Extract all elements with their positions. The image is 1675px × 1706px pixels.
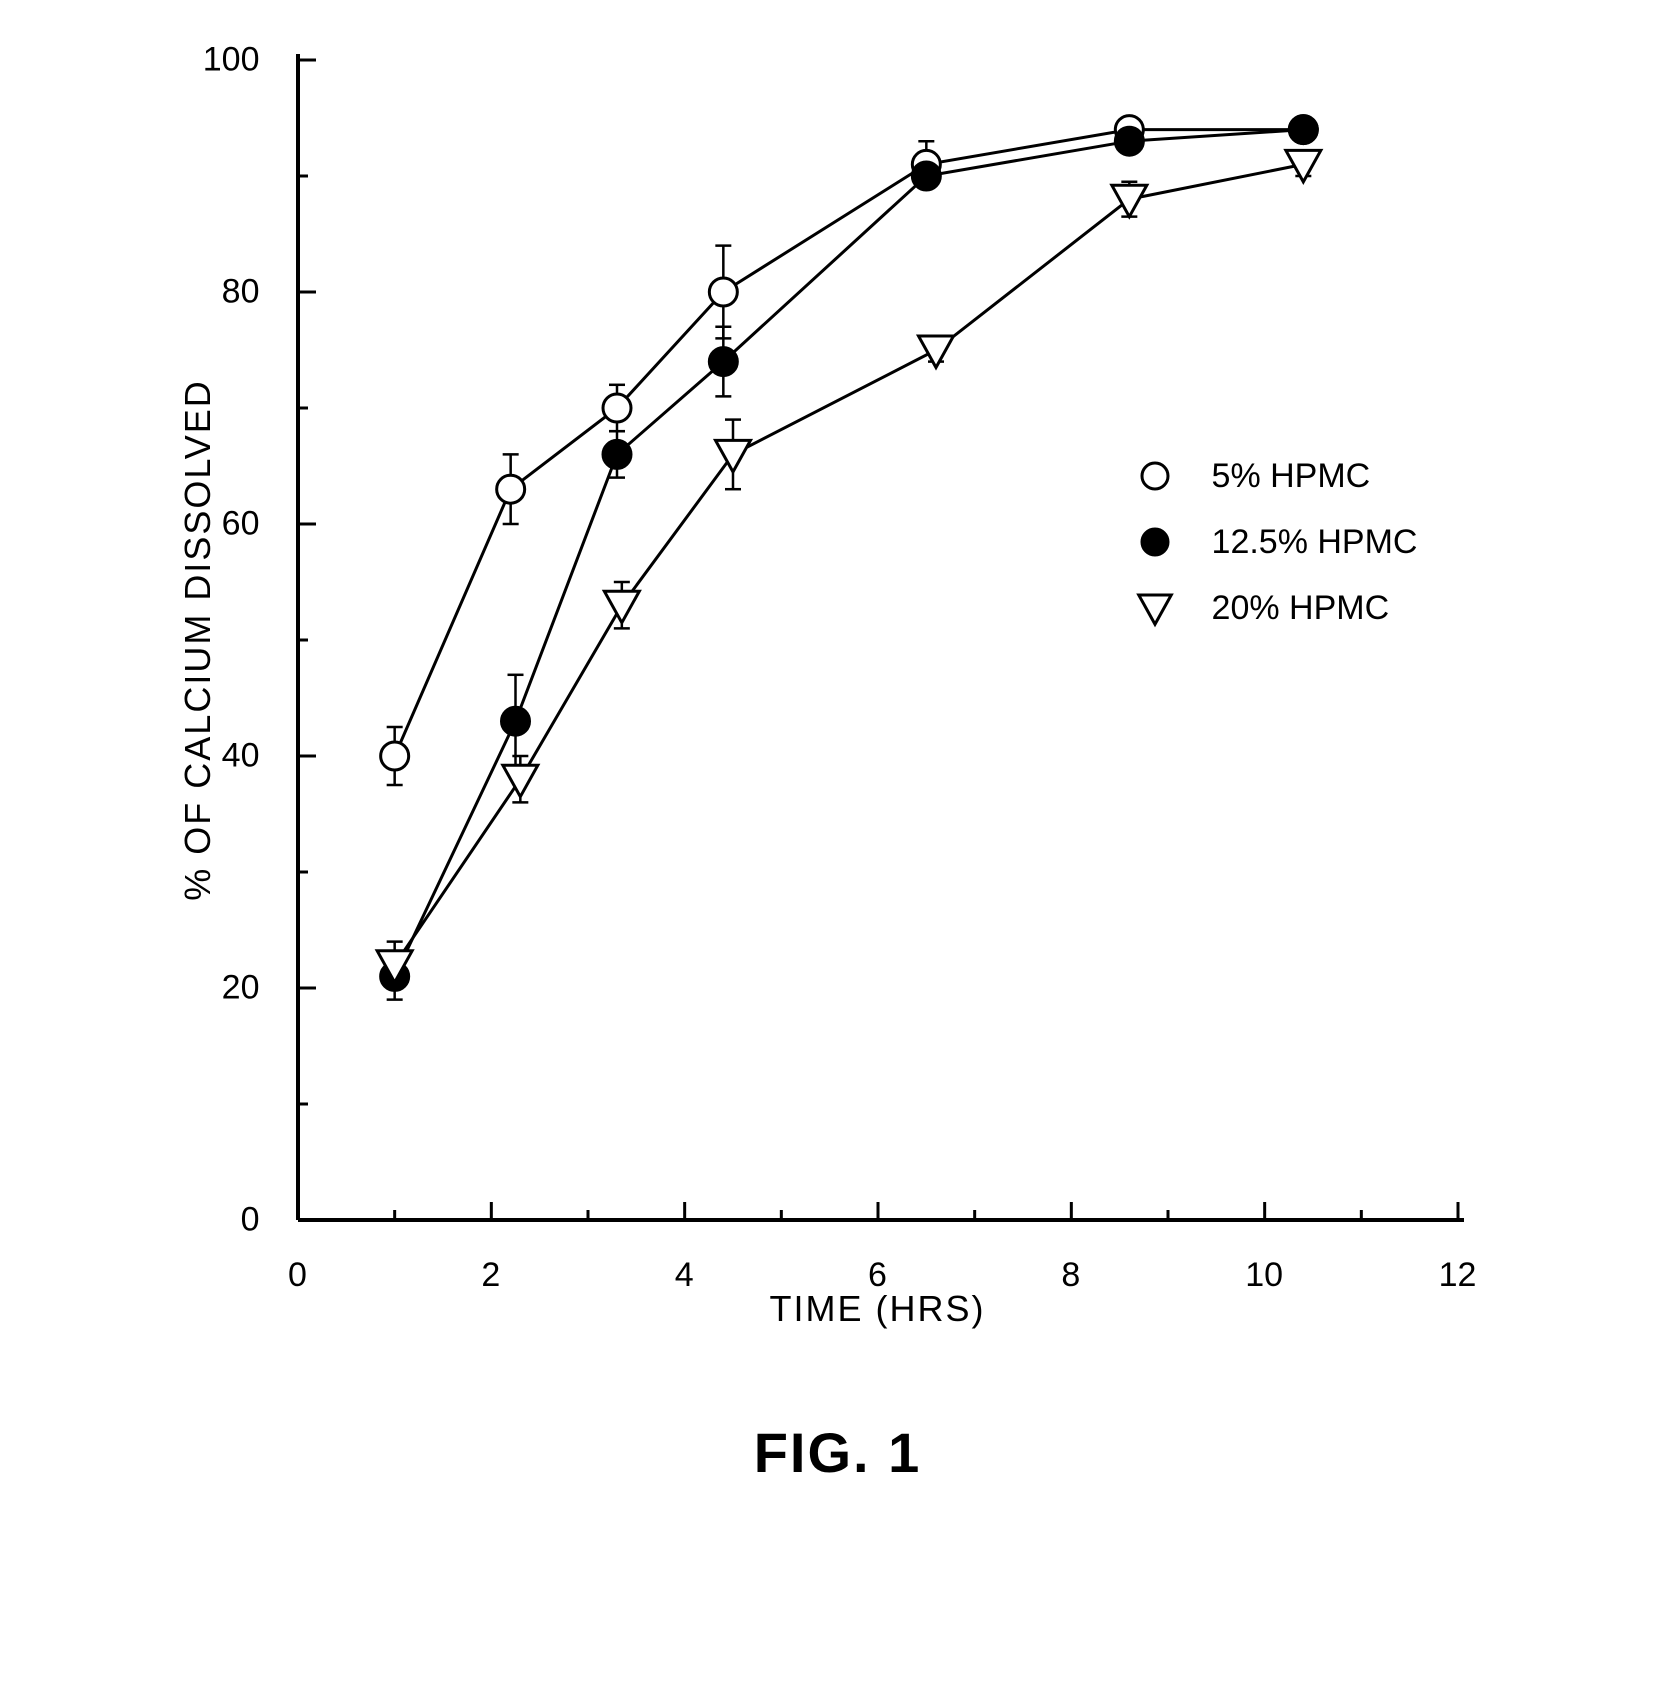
legend-marker-icon [1130, 588, 1180, 628]
x-tick-label: 8 [1061, 1240, 1080, 1295]
x-tick-label: 6 [868, 1240, 887, 1295]
y-tick-label: 40 [222, 737, 278, 776]
x-tick-label: 4 [675, 1240, 694, 1295]
figure-container: % OF CALCIUM DISSOLVED TIME (HRS) 020406… [138, 40, 1538, 1485]
legend-marker-icon [1130, 456, 1180, 496]
legend-item: 12.5% HPMC [1130, 522, 1418, 562]
legend-label: 12.5% HPMC [1212, 523, 1418, 562]
legend-marker-icon [1130, 522, 1180, 562]
y-tick-label: 20 [222, 969, 278, 1008]
y-tick-label: 60 [222, 505, 278, 544]
y-tick-label: 0 [241, 1201, 278, 1240]
x-tick-label: 10 [1245, 1240, 1283, 1295]
legend-item: 20% HPMC [1130, 588, 1418, 628]
legend-item: 5% HPMC [1130, 456, 1418, 496]
plot-area: % OF CALCIUM DISSOLVED TIME (HRS) 020406… [278, 40, 1478, 1240]
x-tick-label: 12 [1439, 1240, 1477, 1295]
figure-caption: FIG. 1 [138, 1420, 1538, 1485]
y-tick-label: 100 [203, 41, 278, 80]
y-axis-label: % OF CALCIUM DISSOLVED [177, 379, 219, 900]
x-tick-label: 2 [481, 1240, 500, 1295]
legend: 5% HPMC 12.5% HPMC 20% HPMC [1130, 430, 1418, 654]
x-tick-label: 0 [288, 1240, 307, 1295]
y-tick-label: 80 [222, 273, 278, 312]
legend-label: 5% HPMC [1212, 457, 1371, 496]
legend-label: 20% HPMC [1212, 589, 1390, 628]
